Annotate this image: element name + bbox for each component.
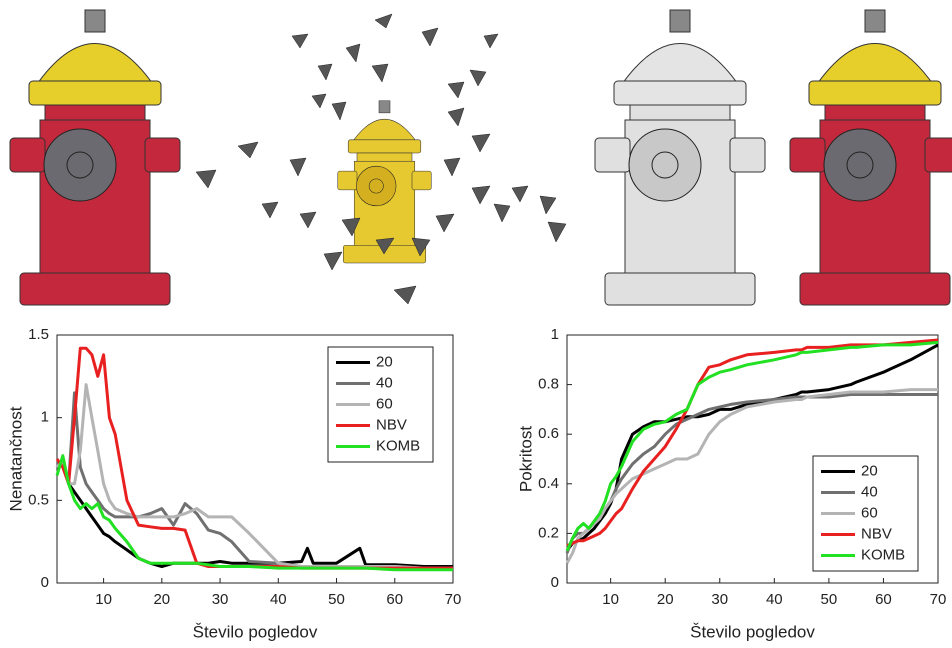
plot-frame bbox=[566, 334, 939, 584]
legend-label: NBV bbox=[376, 416, 407, 433]
legend-label: 20 bbox=[861, 462, 878, 479]
chart: 10 20 30 40 50 60 70 0 0.2 0.4 0.6 0.8 1 Število pogl… bbox=[516, 326, 946, 642]
x-tick-label: 60 bbox=[875, 591, 892, 608]
legend-label: 40 bbox=[376, 374, 393, 391]
x-tick-label: 50 bbox=[821, 591, 838, 608]
x-tick-label: 70 bbox=[445, 591, 462, 608]
y-tick-label: 0 bbox=[41, 574, 49, 591]
y-axis-label: Pokritost bbox=[516, 426, 535, 492]
series-line bbox=[565, 388, 938, 564]
x-tick-label: 10 bbox=[602, 591, 619, 608]
chart: 10 20 30 40 50 60 70 0 0.5 1 1.5 Število pogledov Ne… bbox=[6, 326, 461, 642]
hydrant-mesh bbox=[594, 9, 766, 306]
legend-label: KOMB bbox=[861, 546, 905, 563]
y-tick-label: 1 bbox=[551, 326, 559, 343]
legend-label: 20 bbox=[376, 353, 393, 370]
x-tick-label: 30 bbox=[711, 591, 728, 608]
legend: 20 40 60 NBV KOMB bbox=[327, 346, 434, 463]
x-tick-label: 20 bbox=[657, 591, 674, 608]
y-tick-label: 1.5 bbox=[28, 326, 49, 343]
x-tick-label: 50 bbox=[328, 591, 345, 608]
y-tick-label: 1 bbox=[41, 409, 49, 426]
y-axis-label: Nenatančnost bbox=[6, 406, 25, 511]
x-axis-label: Število pogledov bbox=[690, 622, 815, 641]
series-line bbox=[55, 457, 453, 568]
series-line bbox=[55, 383, 453, 570]
legend-label: 60 bbox=[376, 395, 393, 412]
legend: 20 40 60 NBV KOMB bbox=[812, 455, 919, 572]
legend-label: 40 bbox=[861, 483, 878, 500]
y-tick-label: 0.2 bbox=[538, 524, 559, 541]
x-tick-label: 40 bbox=[270, 591, 287, 608]
hydrant-textured bbox=[789, 9, 952, 306]
series-line bbox=[566, 338, 939, 548]
x-axis-label: Število pogledov bbox=[193, 622, 318, 641]
y-tick-label: 0.5 bbox=[28, 491, 49, 508]
x-tick-label: 20 bbox=[153, 591, 170, 608]
x-tick-label: 40 bbox=[766, 591, 783, 608]
legend-label: NBV bbox=[861, 525, 892, 542]
legend-label: KOMB bbox=[376, 437, 420, 454]
camera-reconstruction bbox=[195, 13, 567, 305]
hydrant-photo bbox=[9, 9, 181, 306]
series-line bbox=[55, 454, 453, 572]
x-tick-label: 60 bbox=[386, 591, 403, 608]
y-tick-label: 0.6 bbox=[538, 425, 559, 442]
legend-label: 60 bbox=[861, 504, 878, 521]
series-line bbox=[565, 340, 939, 552]
y-tick-label: 0.4 bbox=[538, 475, 559, 492]
x-tick-label: 30 bbox=[212, 591, 229, 608]
x-tick-label: 10 bbox=[95, 591, 112, 608]
y-tick-label: 0.8 bbox=[538, 376, 559, 393]
x-tick-label: 70 bbox=[930, 591, 947, 608]
y-tick-label: 0 bbox=[551, 574, 559, 591]
